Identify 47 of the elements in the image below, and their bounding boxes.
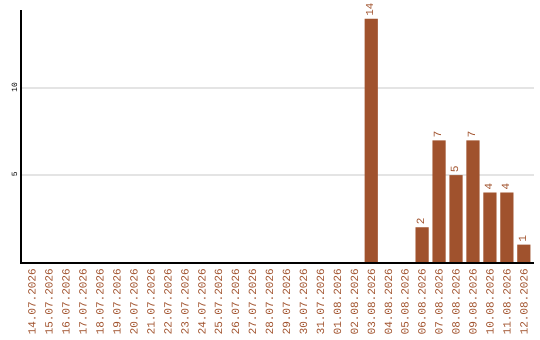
x-tick-label: 17.07.2026 [78, 268, 91, 334]
x-tick-label: 06.08.2026 [418, 268, 430, 334]
x-tick-label: 29.07.2026 [282, 268, 294, 334]
x-tick-label: 04.08.2026 [384, 268, 396, 334]
x-tick-label: 03.08.2026 [366, 268, 379, 334]
x-tick-label: 01.08.2026 [332, 268, 345, 334]
x-tick-label: 09.08.2026 [468, 268, 481, 334]
x-tick-label: 24.07.2026 [197, 268, 210, 334]
x-tick-label: 11.08.2026 [502, 268, 514, 334]
bar [364, 18, 378, 262]
x-tick-label: 22.07.2026 [163, 268, 176, 334]
x-tick-label: 16.07.2026 [62, 268, 74, 334]
data-label: 7 [433, 130, 446, 138]
x-tick-label: 19.07.2026 [112, 268, 125, 334]
bar [432, 140, 446, 262]
data-label: 14 [365, 2, 378, 16]
x-tick-label: 25.07.2026 [214, 268, 226, 334]
data-label: 2 [416, 218, 428, 224]
x-tick-label: 28.07.2026 [265, 268, 278, 334]
data-label: 4 [500, 182, 513, 190]
data-label: 7 [466, 130, 479, 138]
x-tick-label: 05.08.2026 [400, 268, 413, 334]
x-tick-label: 08.08.2026 [452, 268, 464, 334]
bar [415, 227, 429, 262]
x-tick-label: 30.07.2026 [299, 268, 312, 334]
x-tick-label: 02.08.2026 [350, 268, 362, 334]
x-tick-label: 31.07.2026 [316, 268, 328, 334]
bar [449, 175, 463, 262]
x-tick-label: 15.07.2026 [44, 268, 57, 334]
bar [500, 192, 514, 262]
x-tick-label: 21.07.2026 [146, 268, 158, 334]
data-label: 1 [518, 234, 530, 242]
x-tick-label: 23.07.2026 [180, 268, 192, 334]
data-label: 5 [450, 165, 462, 172]
bar [517, 244, 530, 262]
x-tick-label: 27.07.2026 [248, 268, 260, 334]
data-label: 4 [484, 182, 496, 190]
x-tick-label: 18.07.2026 [96, 268, 108, 334]
x-tick-label: 12.08.2026 [519, 268, 532, 334]
x-tick-label: 10.08.2026 [485, 268, 498, 334]
x-tick-label: 07.08.2026 [434, 268, 447, 334]
x-tick-label: 26.07.2026 [231, 268, 244, 334]
bar [466, 140, 480, 262]
x-tick-label: 20.07.2026 [129, 268, 142, 334]
y-tick-label: 10 [10, 82, 20, 92]
x-tick-label: 14.07.2026 [28, 268, 40, 334]
bar [483, 192, 497, 262]
